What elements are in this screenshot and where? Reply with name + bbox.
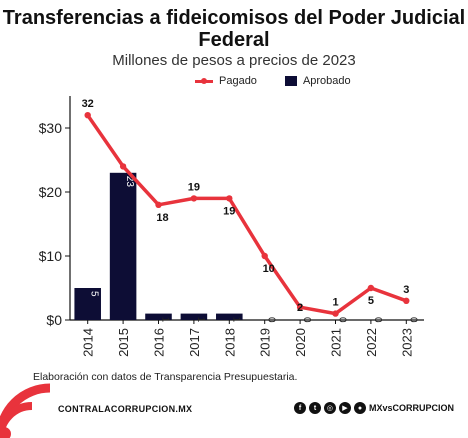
- line-label: 19: [223, 205, 235, 217]
- point-pagado: [190, 195, 198, 202]
- bar-label: 5: [89, 291, 100, 297]
- point-pagado: [403, 297, 410, 304]
- line-pagado: [86, 114, 407, 316]
- social-handle[interactable]: MXvsCORRUPCION: [368, 403, 454, 413]
- website-icon[interactable]: ●: [353, 402, 366, 414]
- chart-subtitle: Millones de pesos a precios de 2023: [112, 52, 356, 69]
- bar-label: 1: [160, 317, 171, 323]
- bar-aprobado: [145, 313, 172, 320]
- source-note: Elaboración con datos de Transparencia P…: [33, 371, 298, 383]
- point-pagado: [332, 310, 339, 317]
- line-label: 5: [368, 295, 374, 307]
- social-links: f t ◎ ▶ ● MXvsCORRUPCION: [293, 402, 454, 414]
- y-tick-label: $20: [39, 184, 63, 200]
- instagram-icon[interactable]: ◎: [323, 402, 336, 414]
- twitter-icon[interactable]: t: [308, 402, 321, 414]
- x-tick-label: 2017: [187, 328, 202, 357]
- bar-aprobado: [216, 313, 243, 320]
- line-label: 10: [263, 263, 275, 275]
- y-tick-label: $10: [39, 248, 63, 264]
- point-pagado: [226, 195, 233, 202]
- point-pagado: [84, 112, 91, 119]
- x-tick-label: 2022: [364, 328, 379, 357]
- bar-label: 0: [266, 317, 277, 323]
- bar-label: 0: [301, 317, 312, 323]
- facebook-icon[interactable]: f: [293, 402, 306, 414]
- bar-aprobado: [74, 288, 101, 320]
- bar-aprobado: [109, 172, 137, 320]
- point-pagado: [155, 201, 162, 208]
- bar-label: 0: [407, 317, 418, 323]
- bar-label: 0: [372, 317, 383, 323]
- line-label: 32: [82, 98, 94, 110]
- line-label: 18: [156, 212, 168, 224]
- bar-aprobado: [180, 313, 208, 320]
- logo-icon: [0, 383, 50, 438]
- x-tick-label: 2023: [399, 328, 414, 357]
- x-tick-label: 2018: [222, 328, 237, 357]
- x-tick-label: 2014: [81, 328, 96, 357]
- point-pagado: [119, 163, 127, 170]
- legend-aprobado-swatch: [284, 76, 297, 86]
- bar-label: 1: [195, 317, 206, 323]
- point-pagado: [261, 252, 268, 260]
- x-tick-label: 2019: [258, 328, 273, 357]
- legend: Pagado Aprobado: [195, 75, 351, 87]
- x-tick-label: 2020: [293, 328, 308, 357]
- legend-aprobado-label: Aprobado: [302, 75, 351, 87]
- point-pagado: [367, 284, 375, 292]
- youtube-icon[interactable]: ▶: [338, 402, 351, 414]
- x-tick-label: 2015: [116, 328, 131, 357]
- x-tick-label: 2021: [329, 328, 344, 357]
- bar-label: 23: [124, 176, 135, 188]
- line-label: 3: [403, 284, 409, 296]
- y-tick-label: $30: [39, 120, 63, 136]
- bar-label: 1: [230, 317, 241, 323]
- legend-pagado-label: Pagado: [219, 75, 257, 87]
- point-pagado: [296, 304, 304, 311]
- chart-title: Transferencias a fideicomisos del Poder …: [2, 7, 466, 51]
- site-link[interactable]: CONTRALACORRUPCION.MX: [58, 404, 193, 414]
- line-label: 1: [332, 297, 338, 309]
- line-label: 19: [188, 181, 200, 193]
- line-label: 2: [297, 302, 303, 314]
- bar-label: 0: [337, 317, 348, 323]
- legend-pagado-swatch: [195, 77, 213, 84]
- y-tick-label: $0: [46, 312, 62, 328]
- x-tick-label: 2016: [152, 328, 167, 357]
